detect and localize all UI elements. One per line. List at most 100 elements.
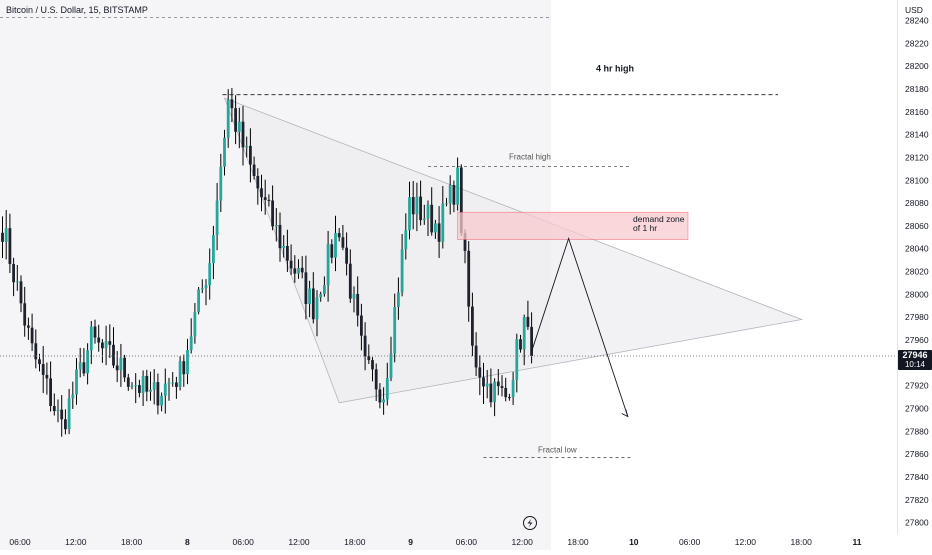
demand-zone-label-line2: of 1 hr bbox=[633, 223, 657, 233]
candle bbox=[300, 256, 304, 279]
candle-body bbox=[175, 382, 178, 387]
candle-body bbox=[385, 378, 389, 400]
candle bbox=[419, 180, 422, 226]
candle-body bbox=[223, 137, 226, 167]
candle-body bbox=[289, 260, 293, 269]
candle-body bbox=[260, 188, 263, 198]
price-tick-label: 27960 bbox=[905, 335, 929, 345]
candle bbox=[97, 324, 101, 352]
fractal-high-label: Fractal high bbox=[509, 153, 551, 162]
candle-body bbox=[64, 419, 67, 430]
candle bbox=[134, 373, 138, 404]
candle bbox=[60, 395, 64, 437]
candle-body bbox=[430, 204, 434, 233]
candle bbox=[108, 324, 112, 358]
candle-body bbox=[426, 204, 430, 219]
triangle-shape[interactable] bbox=[223, 97, 804, 404]
candle bbox=[408, 181, 411, 240]
candle-body bbox=[178, 361, 182, 387]
current-price-value: 27946 bbox=[902, 350, 927, 360]
candle-body bbox=[485, 383, 489, 387]
candle-body bbox=[27, 325, 30, 328]
price-tick-label: 27880 bbox=[905, 426, 929, 436]
candle bbox=[52, 393, 56, 416]
demand-zone[interactable] bbox=[457, 211, 689, 240]
candle-body bbox=[319, 294, 323, 298]
projection-arrowhead bbox=[621, 409, 629, 418]
candle-body bbox=[467, 250, 471, 307]
candle-body bbox=[56, 409, 60, 412]
candle-body bbox=[34, 343, 38, 360]
candle-body bbox=[189, 336, 193, 351]
candle bbox=[293, 255, 297, 283]
candle-body bbox=[360, 315, 363, 336]
candle-body bbox=[315, 297, 319, 320]
candle bbox=[64, 409, 67, 435]
candle-body bbox=[112, 344, 115, 366]
candle bbox=[267, 194, 271, 207]
candle-body bbox=[482, 377, 485, 387]
time-tick-label: 12:00 bbox=[65, 537, 87, 547]
price-tick-label: 27900 bbox=[905, 403, 929, 413]
candle bbox=[260, 174, 263, 212]
time-tick-label: 18:00 bbox=[567, 537, 589, 547]
candles bbox=[1, 88, 533, 437]
candle bbox=[471, 292, 474, 357]
candle bbox=[171, 372, 175, 387]
candle bbox=[345, 232, 348, 276]
candle bbox=[426, 200, 430, 236]
candle bbox=[75, 358, 78, 405]
time-tick-label: 18:00 bbox=[344, 537, 366, 547]
price-tick-label: 28140 bbox=[905, 130, 929, 140]
price-tick-label: 28160 bbox=[905, 107, 929, 117]
candle bbox=[378, 383, 382, 409]
candle bbox=[430, 187, 434, 236]
candle-body bbox=[245, 145, 249, 148]
candle-body bbox=[101, 342, 104, 349]
candle-body bbox=[382, 399, 385, 403]
candle-body bbox=[219, 166, 223, 201]
price-tick-label: 28180 bbox=[905, 84, 929, 94]
price-axis[interactable]: 28240 28220 28200 28180 28160 28140 28120 28100… bbox=[905, 16, 929, 528]
candle-body bbox=[78, 362, 82, 370]
projection-path[interactable] bbox=[531, 237, 629, 417]
candle-body bbox=[478, 367, 482, 378]
candle bbox=[397, 277, 400, 320]
candle-body bbox=[341, 237, 345, 248]
candle bbox=[212, 225, 215, 280]
time-axis[interactable]: 06:00 12:00 18:00 8 06:00 12:00 18:00 9 06:00 12:… bbox=[9, 537, 861, 547]
candle bbox=[422, 204, 426, 225]
candle-body bbox=[130, 385, 134, 387]
candle-body bbox=[89, 326, 93, 351]
candle bbox=[526, 300, 530, 330]
price-tick-label: 28220 bbox=[905, 38, 929, 48]
candle bbox=[123, 354, 126, 382]
candle-body bbox=[93, 326, 97, 338]
candle-body bbox=[41, 364, 45, 375]
candle bbox=[482, 362, 485, 405]
annotations[interactable]: 4 hr high Fractal high Fractal low demand z… bbox=[222, 64, 779, 458]
candle bbox=[508, 393, 511, 401]
candle-body bbox=[208, 263, 212, 286]
candle bbox=[182, 354, 186, 387]
candle-body bbox=[519, 339, 522, 350]
candle-body bbox=[234, 108, 237, 132]
candle bbox=[311, 272, 315, 324]
candle bbox=[160, 392, 163, 412]
candle bbox=[434, 219, 437, 239]
candle bbox=[315, 290, 319, 337]
candle-body bbox=[293, 268, 297, 274]
candle-body bbox=[345, 247, 348, 264]
candle bbox=[356, 276, 360, 327]
candle bbox=[522, 314, 526, 366]
candle-body bbox=[367, 356, 371, 361]
candle bbox=[175, 376, 178, 399]
candle-body bbox=[508, 397, 511, 399]
replay-icon[interactable] bbox=[523, 516, 537, 530]
candle-body bbox=[119, 357, 123, 371]
candle bbox=[330, 239, 334, 264]
current-price-badge-bg bbox=[898, 350, 932, 370]
triangle-pattern[interactable] bbox=[223, 97, 804, 404]
candle bbox=[8, 213, 12, 274]
